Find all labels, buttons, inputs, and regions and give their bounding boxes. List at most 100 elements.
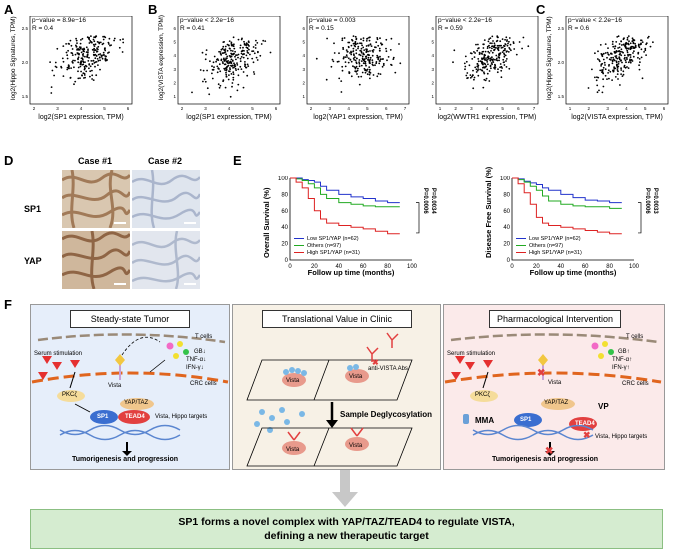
scatter-point bbox=[481, 69, 484, 72]
scatter-point bbox=[218, 86, 221, 89]
scatter-point bbox=[604, 74, 607, 77]
scatter-point bbox=[508, 37, 511, 39]
scatter-point bbox=[97, 48, 99, 51]
scatter-point bbox=[620, 54, 623, 57]
scatter-point bbox=[354, 40, 357, 43]
scatter-point bbox=[652, 41, 654, 44]
scatter-point bbox=[232, 36, 235, 39]
scatter-point bbox=[500, 69, 503, 72]
scatter-plot-B3: 1 2 3 4 5 6 7 1 2 3 4 5 6 bbox=[431, 16, 539, 111]
right-outcome-label: Tumorigenesis and progression bbox=[492, 456, 599, 463]
scatter-point bbox=[353, 44, 356, 47]
scatter-point bbox=[61, 57, 64, 60]
scatter-point bbox=[638, 64, 640, 67]
scatter-point bbox=[617, 35, 620, 38]
scatter-point bbox=[228, 70, 231, 73]
scatter-point bbox=[505, 60, 507, 62]
scatter-point bbox=[82, 60, 84, 63]
scatter-point bbox=[503, 45, 506, 48]
scatter-point bbox=[371, 54, 374, 57]
scatter-point bbox=[491, 47, 493, 50]
scatter-point bbox=[342, 46, 344, 49]
scatter-point bbox=[209, 60, 211, 63]
scatter-point bbox=[496, 35, 499, 37]
scatter-point bbox=[230, 58, 233, 61]
scatter-point bbox=[212, 69, 215, 71]
scatter-point bbox=[81, 37, 84, 40]
scatter-point bbox=[360, 64, 363, 67]
scatter-point bbox=[364, 68, 367, 71]
scatter-point bbox=[629, 61, 632, 64]
x-tick-label: 3 bbox=[470, 106, 473, 111]
x-tick-label: 7 bbox=[533, 106, 536, 111]
scatter-point bbox=[501, 46, 504, 49]
km-pvalue: P=0.0034 bbox=[430, 188, 436, 215]
scatter-point bbox=[239, 47, 242, 49]
right-sp1-label: SP1 bbox=[520, 417, 532, 423]
scatter-point bbox=[96, 50, 99, 53]
scatter-point bbox=[237, 53, 240, 56]
scatter-point bbox=[264, 40, 267, 42]
scatter-point bbox=[102, 51, 105, 54]
scatter-point bbox=[220, 59, 223, 62]
scatter-point bbox=[118, 46, 121, 49]
scatter-point bbox=[500, 76, 503, 79]
scatter-point bbox=[222, 45, 225, 48]
scatter-point bbox=[89, 40, 92, 42]
scatter-point bbox=[600, 65, 602, 67]
scatter-point bbox=[235, 54, 237, 56]
scatter-point bbox=[491, 59, 494, 62]
scatter-point bbox=[366, 73, 369, 76]
km-y-tick: 20 bbox=[503, 242, 510, 248]
scatter-point bbox=[625, 46, 627, 49]
scatter-point bbox=[358, 62, 361, 65]
scatter-point bbox=[481, 51, 484, 53]
scatter-point bbox=[385, 38, 388, 41]
scatter-point bbox=[348, 71, 350, 73]
svg-text:✖: ✖ bbox=[545, 446, 553, 457]
row-sp1-label: SP1 bbox=[24, 204, 42, 214]
clinic-diagram: ✖ bbox=[246, 332, 413, 467]
scatter-point bbox=[224, 69, 226, 71]
svg-text:✖: ✖ bbox=[583, 430, 591, 440]
scatter-point bbox=[237, 56, 239, 59]
scatter-point bbox=[495, 59, 498, 61]
scatter-point bbox=[379, 37, 381, 40]
scatter-point bbox=[489, 42, 492, 45]
scatter-frame bbox=[565, 16, 669, 105]
right-tnf-label: TNF-α↑ bbox=[612, 357, 633, 363]
scatter-point bbox=[376, 38, 379, 41]
scatter-point bbox=[93, 45, 96, 47]
scatter-point bbox=[615, 50, 618, 52]
scatter-point bbox=[69, 39, 72, 42]
km-y-tick: 100 bbox=[278, 176, 289, 182]
scatter-point bbox=[50, 86, 53, 88]
scatter-point bbox=[587, 87, 590, 89]
scatter-point bbox=[509, 43, 512, 46]
scatter-point bbox=[77, 49, 80, 51]
scatter-point bbox=[632, 42, 635, 45]
scatter-point bbox=[355, 52, 358, 55]
scatter-point bbox=[611, 43, 614, 45]
scatter-point bbox=[356, 57, 358, 60]
scatter-point bbox=[80, 70, 82, 73]
scatter-point bbox=[104, 55, 106, 57]
scatter-point bbox=[357, 45, 360, 48]
scatter-point bbox=[477, 43, 479, 46]
scatter-point bbox=[488, 70, 491, 72]
scatter-point bbox=[106, 59, 108, 62]
scatter-point bbox=[369, 62, 371, 65]
y-tick-label: 1 bbox=[302, 94, 305, 99]
km-curve-1 bbox=[290, 177, 400, 204]
scatter-point bbox=[367, 44, 370, 47]
y-tick-label: 2.5 bbox=[558, 26, 565, 31]
scatter-point bbox=[354, 35, 357, 38]
scatter-point bbox=[601, 91, 604, 94]
scatter-point bbox=[382, 62, 385, 65]
x-tick-label: 7 bbox=[404, 106, 407, 111]
scatter-point bbox=[597, 50, 599, 53]
scatter-point bbox=[80, 57, 83, 60]
scatter-point bbox=[360, 47, 363, 50]
scatter-point bbox=[483, 71, 485, 74]
scatter-point bbox=[494, 68, 496, 70]
